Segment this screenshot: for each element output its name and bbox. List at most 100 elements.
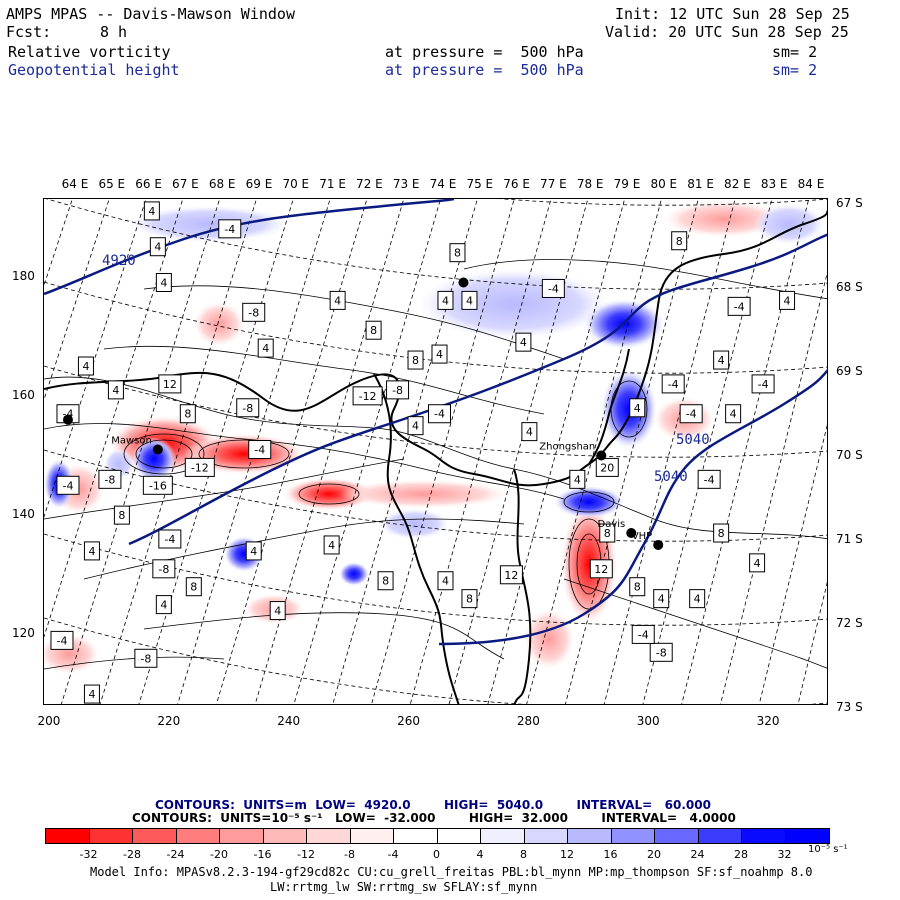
longitude-label: 66 E — [135, 177, 162, 191]
y-tick-label: 180 — [12, 268, 35, 283]
field-2-level: at pressure = 500 hPa — [385, 61, 584, 79]
contour-value-box: -4 — [679, 404, 703, 424]
contour-value-box: -8 — [649, 642, 673, 662]
contour-value-text: 4 — [250, 545, 257, 558]
height-contour-5040-upper — [128, 233, 827, 546]
contour-value-box: 12 — [158, 374, 182, 394]
contour-value-box: 4 — [431, 344, 448, 364]
contour-value-box: -4 — [661, 374, 685, 394]
contour-value-box: 4 — [437, 571, 454, 591]
station-marker — [596, 450, 607, 461]
vorticity-contour-info: CONTOURS: UNITS=10⁻⁵ s⁻¹ LOW= -32.000 HI… — [132, 811, 736, 825]
field-2-name: Geopotential height — [8, 61, 180, 79]
colorbar-cell — [655, 829, 699, 843]
colorbar-tick-label: 16 — [603, 848, 618, 861]
contour-value-box: -8 — [152, 559, 176, 579]
longitude-label: 74 E — [429, 177, 457, 191]
contour-value-box: -8 — [242, 302, 266, 322]
contour-value-text: -8 — [104, 473, 115, 486]
longitude-label: 72 E — [356, 177, 383, 191]
colorbar-cell — [394, 829, 438, 843]
colorbar-tick-label: -12 — [297, 848, 315, 861]
contour-value-box: 8 — [179, 404, 196, 424]
contour-value-text: -4 — [734, 300, 745, 313]
x-tick-label: 200 — [37, 714, 61, 728]
colorbar-cell — [220, 829, 264, 843]
init-time: Init: 12 UTC Sun 28 Sep 25 — [615, 5, 850, 23]
contour-value-box: 4 — [329, 290, 346, 310]
contour-value-box: 4 — [245, 541, 262, 561]
x-tick-label: 280 — [516, 714, 540, 728]
contour-value-text: 4 — [442, 294, 449, 307]
contour-value-text: -4 — [548, 282, 559, 295]
y-tick-label: 120 — [12, 626, 35, 641]
meridian-line — [138, 199, 294, 704]
contour-value-text: 4 — [160, 599, 167, 612]
contour-value-box: 4 — [83, 684, 100, 704]
contour-value-box: -4 — [248, 440, 272, 460]
colorbar-cell — [176, 829, 220, 843]
parallel-line — [44, 533, 827, 626]
model-info-line1: Model Info: MPASv8.2.3-194-gf29cd82c CU:… — [90, 865, 813, 879]
contour-value-box: 4 — [521, 422, 538, 442]
contour-value-box: 4 — [149, 237, 166, 257]
contour-value-box: 4 — [107, 380, 124, 400]
latitude-label: 68 S — [836, 280, 863, 294]
contour-value-box: 12 — [499, 565, 523, 585]
latitude-label: 71 S — [836, 532, 863, 546]
longitude-label: 84 E — [797, 177, 825, 191]
contour-value-text: -4 — [704, 473, 715, 486]
contour-value-text: 4 — [328, 539, 335, 552]
contour-value-box: 4 — [407, 416, 424, 436]
parallel-line — [499, 199, 827, 206]
longitude-label: 76 E — [503, 177, 530, 191]
meridian-line — [44, 199, 73, 287]
height-label-4920: 4920 — [102, 253, 136, 269]
latitude-label: 67 S — [836, 196, 863, 210]
contour-value-box: 4 — [269, 601, 286, 621]
contour-value-box: 4 — [77, 356, 94, 376]
colorbar-tick-label: 24 — [690, 848, 705, 861]
contour-value-box: -4 — [218, 219, 242, 239]
colorbar-cell — [263, 829, 307, 843]
contour-value-box: 4 — [83, 541, 100, 561]
contour-value-box: 12 — [589, 559, 613, 579]
longitude-label: 64 E — [61, 177, 89, 191]
height-contour-4920 — [44, 199, 455, 296]
meridian-line — [332, 199, 478, 704]
contour-value-box: 8 — [185, 577, 202, 597]
meridian-line — [177, 199, 331, 704]
y-tick-label: 140 — [12, 507, 35, 522]
contour-value-text: 20 — [600, 461, 614, 474]
contour-value-box: 4 — [155, 273, 172, 293]
longitude-label: 79 E — [613, 177, 641, 191]
station-name: VHP — [632, 531, 652, 542]
contour-value-text: -8 — [656, 646, 667, 659]
contour-value-text: -4 — [254, 444, 265, 457]
colorbar-cell — [524, 829, 568, 843]
contour-value-text: 4 — [466, 294, 473, 307]
contour-value-box: 8 — [113, 505, 130, 525]
vorticity-contour-labels: 4 -8 -4 8 4 -8 4 -4 8 4 4 -4 -8 -16 -12 -4 -4 8 -8 12 4 4 4 -8 4… — [50, 201, 796, 704]
colorbar-tick-label: -16 — [253, 848, 272, 861]
meridian-line — [603, 199, 736, 704]
contour-value-text: 4 — [730, 408, 737, 421]
contour-value-text: -8 — [158, 563, 169, 576]
contour-value-text: 4 — [112, 384, 119, 397]
colorbar-cell — [350, 829, 394, 843]
contour-value-text: 4 — [160, 277, 167, 290]
meridian-line — [409, 199, 552, 704]
contour-value-box: 8 — [449, 243, 466, 263]
contour-value-text: 8 — [184, 408, 191, 421]
height-label-5040-b: 5040 — [654, 469, 688, 485]
valid-time: Valid: 20 UTC Sun 28 Sep 25 — [605, 23, 849, 41]
contour-value-box: -8 — [98, 469, 122, 489]
contour-value-text: 4 — [436, 348, 443, 361]
x-tick-label: 300 — [636, 714, 660, 728]
contour-value-box: -4 — [727, 296, 751, 316]
colorbar-tick-label: 28 — [734, 848, 748, 861]
meridian-line — [642, 199, 773, 704]
longitude-label: 70 E — [282, 177, 310, 191]
meridian-line — [371, 199, 515, 704]
colorbar-cell — [698, 829, 742, 843]
